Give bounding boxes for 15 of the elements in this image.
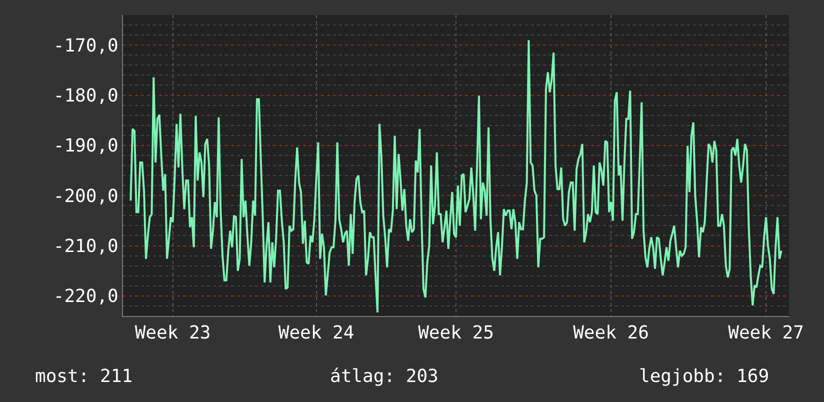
text: most: 211 <box>35 366 133 387</box>
y-tick-label: -180,0 <box>53 86 118 107</box>
line-series <box>130 39 782 314</box>
x-tick-label: Week 26 <box>573 322 649 344</box>
y-tick-label: -210,0 <box>53 236 118 258</box>
y-tick-label: -220,0 <box>53 286 118 308</box>
y-tick-label: -170,0 <box>53 35 118 56</box>
x-tick-label: Week 23 <box>134 322 211 344</box>
text: legjobb: 169 <box>639 366 770 387</box>
text: átlag: 203 <box>330 366 438 387</box>
y-tick-label: -200,0 <box>53 186 118 207</box>
y-tick-label: -190,0 <box>53 136 118 157</box>
x-tick-label: Week 25 <box>418 322 494 344</box>
x-tick-label: Week 24 <box>278 322 354 344</box>
x-tick-label: Week 27 <box>728 322 804 344</box>
